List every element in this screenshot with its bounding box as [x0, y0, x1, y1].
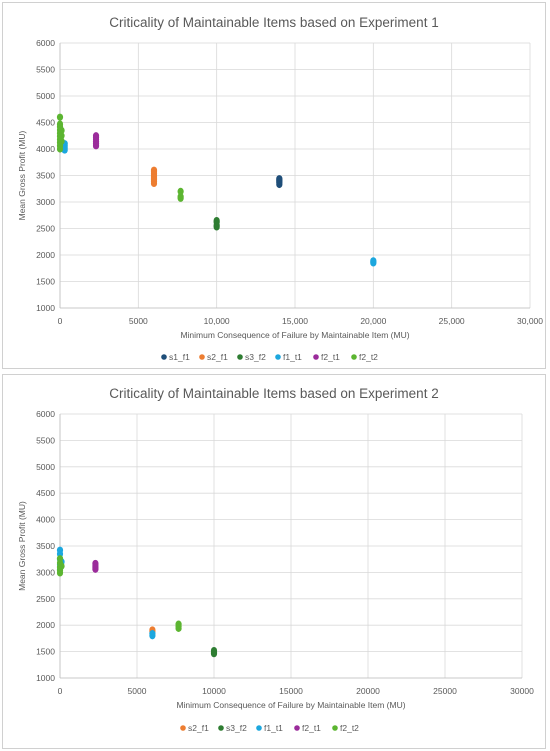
data-point: [58, 562, 65, 570]
y-tick-label: 4000: [36, 515, 55, 525]
x-tick-label: 15,000: [282, 316, 308, 326]
scatter-chart-experiment-2: Criticality of Maintainable Items based …: [17, 386, 534, 733]
y-tick-label: 3500: [36, 541, 55, 551]
legend-label: s1_f1: [169, 352, 190, 362]
data-point: [56, 113, 64, 121]
legend-marker: [218, 725, 224, 731]
x-tick-label: 5000: [129, 316, 148, 326]
series-f2_t2: [56, 555, 182, 632]
data-point: [149, 630, 156, 638]
chart-panel-experiment-1: Criticality of Maintainable Items based …: [2, 2, 546, 369]
data-point: [56, 555, 64, 563]
legend-marker: [237, 354, 243, 360]
data-point: [213, 216, 220, 225]
legend-marker: [180, 725, 186, 731]
series-f2_t1: [92, 132, 100, 150]
y-tick-label: 1000: [36, 303, 55, 313]
legend-marker: [313, 354, 319, 360]
x-tick-label: 10,000: [204, 316, 230, 326]
y-tick-label: 5500: [36, 65, 55, 75]
legend-label: s2_f1: [207, 352, 228, 362]
legend-marker: [351, 354, 357, 360]
data-point: [58, 126, 65, 135]
x-axis-title: Minimum Consequence of Failure by Mainta…: [176, 700, 405, 710]
legend-label: f1_t1: [283, 352, 302, 362]
y-tick-label: 3000: [36, 197, 55, 207]
x-tick-label: 30,000: [517, 316, 543, 326]
legend-marker: [256, 725, 262, 731]
data-point: [210, 646, 218, 655]
data-point: [58, 132, 65, 140]
y-tick-label: 6000: [36, 38, 55, 48]
x-tick-label: 30000: [510, 686, 534, 696]
y-tick-label: 4500: [36, 488, 55, 498]
x-tick-label: 5000: [128, 686, 147, 696]
chart-title: Criticality of Maintainable Items based …: [109, 386, 438, 401]
legend-label: f2_t2: [340, 723, 359, 733]
legend-marker: [332, 725, 338, 731]
y-tick-label: 5500: [36, 435, 55, 445]
y-tick-label: 6000: [36, 409, 55, 419]
series-f2_t1: [92, 559, 99, 573]
y-tick-label: 3500: [36, 171, 55, 181]
scatter-chart-experiment-1: Criticality of Maintainable Items based …: [17, 15, 543, 362]
legend-label: s3_f2: [226, 723, 247, 733]
legend-label: f2_t1: [321, 352, 340, 362]
data-point: [177, 193, 184, 201]
y-tick-label: 2000: [36, 250, 55, 260]
series-f1_t1: [59, 140, 377, 267]
x-tick-label: 15000: [279, 686, 303, 696]
chart-panel-experiment-2: Criticality of Maintainable Items based …: [2, 374, 546, 749]
data-point: [56, 546, 64, 554]
x-tick-label: 10000: [202, 686, 226, 696]
series-s3_f2: [213, 216, 220, 231]
y-tick-label: 2500: [36, 224, 55, 234]
y-tick-label: 2000: [36, 620, 55, 630]
legend-label: f2_t1: [302, 723, 321, 733]
x-tick-label: 25,000: [439, 316, 465, 326]
legend-marker: [161, 354, 167, 360]
y-tick-label: 5000: [36, 91, 55, 101]
y-tick-label: 3000: [36, 567, 55, 577]
y-tick-label: 1500: [36, 277, 55, 287]
legend: s1_f1 s2_f1 s3_f2 f1_t1 f2_t1 f2_t2: [161, 352, 378, 362]
x-tick-label: 20000: [356, 686, 380, 696]
y-tick-label: 4500: [36, 118, 55, 128]
x-tick-label: 20,000: [360, 316, 386, 326]
y-tick-label: 4000: [36, 144, 55, 154]
legend-marker: [275, 354, 281, 360]
legend-marker: [199, 354, 205, 360]
data-point: [370, 257, 377, 265]
x-tick-label: 0: [58, 686, 63, 696]
data-point: [92, 559, 99, 568]
data-point: [177, 187, 184, 195]
series-f2_t2: [56, 113, 184, 202]
legend-label: f2_t2: [359, 352, 378, 362]
data-point: [58, 137, 65, 145]
y-tick-label: 2500: [36, 594, 55, 604]
series-s1_f1: [276, 175, 283, 189]
data-point: [175, 620, 182, 628]
x-axis-title: Minimum Consequence of Failure by Mainta…: [180, 330, 409, 340]
y-tick-label: 1000: [36, 673, 55, 683]
legend-label: f1_t1: [264, 723, 283, 733]
data-point: [92, 132, 100, 140]
chart-title: Criticality of Maintainable Items based …: [109, 15, 438, 30]
y-tick-label: 1500: [36, 647, 55, 657]
y-axis-title: Mean Gross Profit (MU): [17, 501, 27, 591]
data-point: [276, 175, 283, 183]
legend: s2_f1 s3_f2 f1_t1 f2_t1 f2_t2: [180, 723, 359, 733]
data-point: [56, 120, 64, 128]
series-s2_f1: [150, 166, 158, 188]
legend-label: s3_f2: [245, 352, 266, 362]
data-point: [150, 166, 158, 174]
y-axis-title: Mean Gross Profit (MU): [17, 130, 27, 220]
y-tick-label: 5000: [36, 462, 55, 472]
series-s3_f2: [210, 646, 218, 658]
x-tick-label: 0: [58, 316, 63, 326]
legend-label: s2_f1: [188, 723, 209, 733]
legend-marker: [294, 725, 300, 731]
x-tick-label: 25000: [433, 686, 457, 696]
